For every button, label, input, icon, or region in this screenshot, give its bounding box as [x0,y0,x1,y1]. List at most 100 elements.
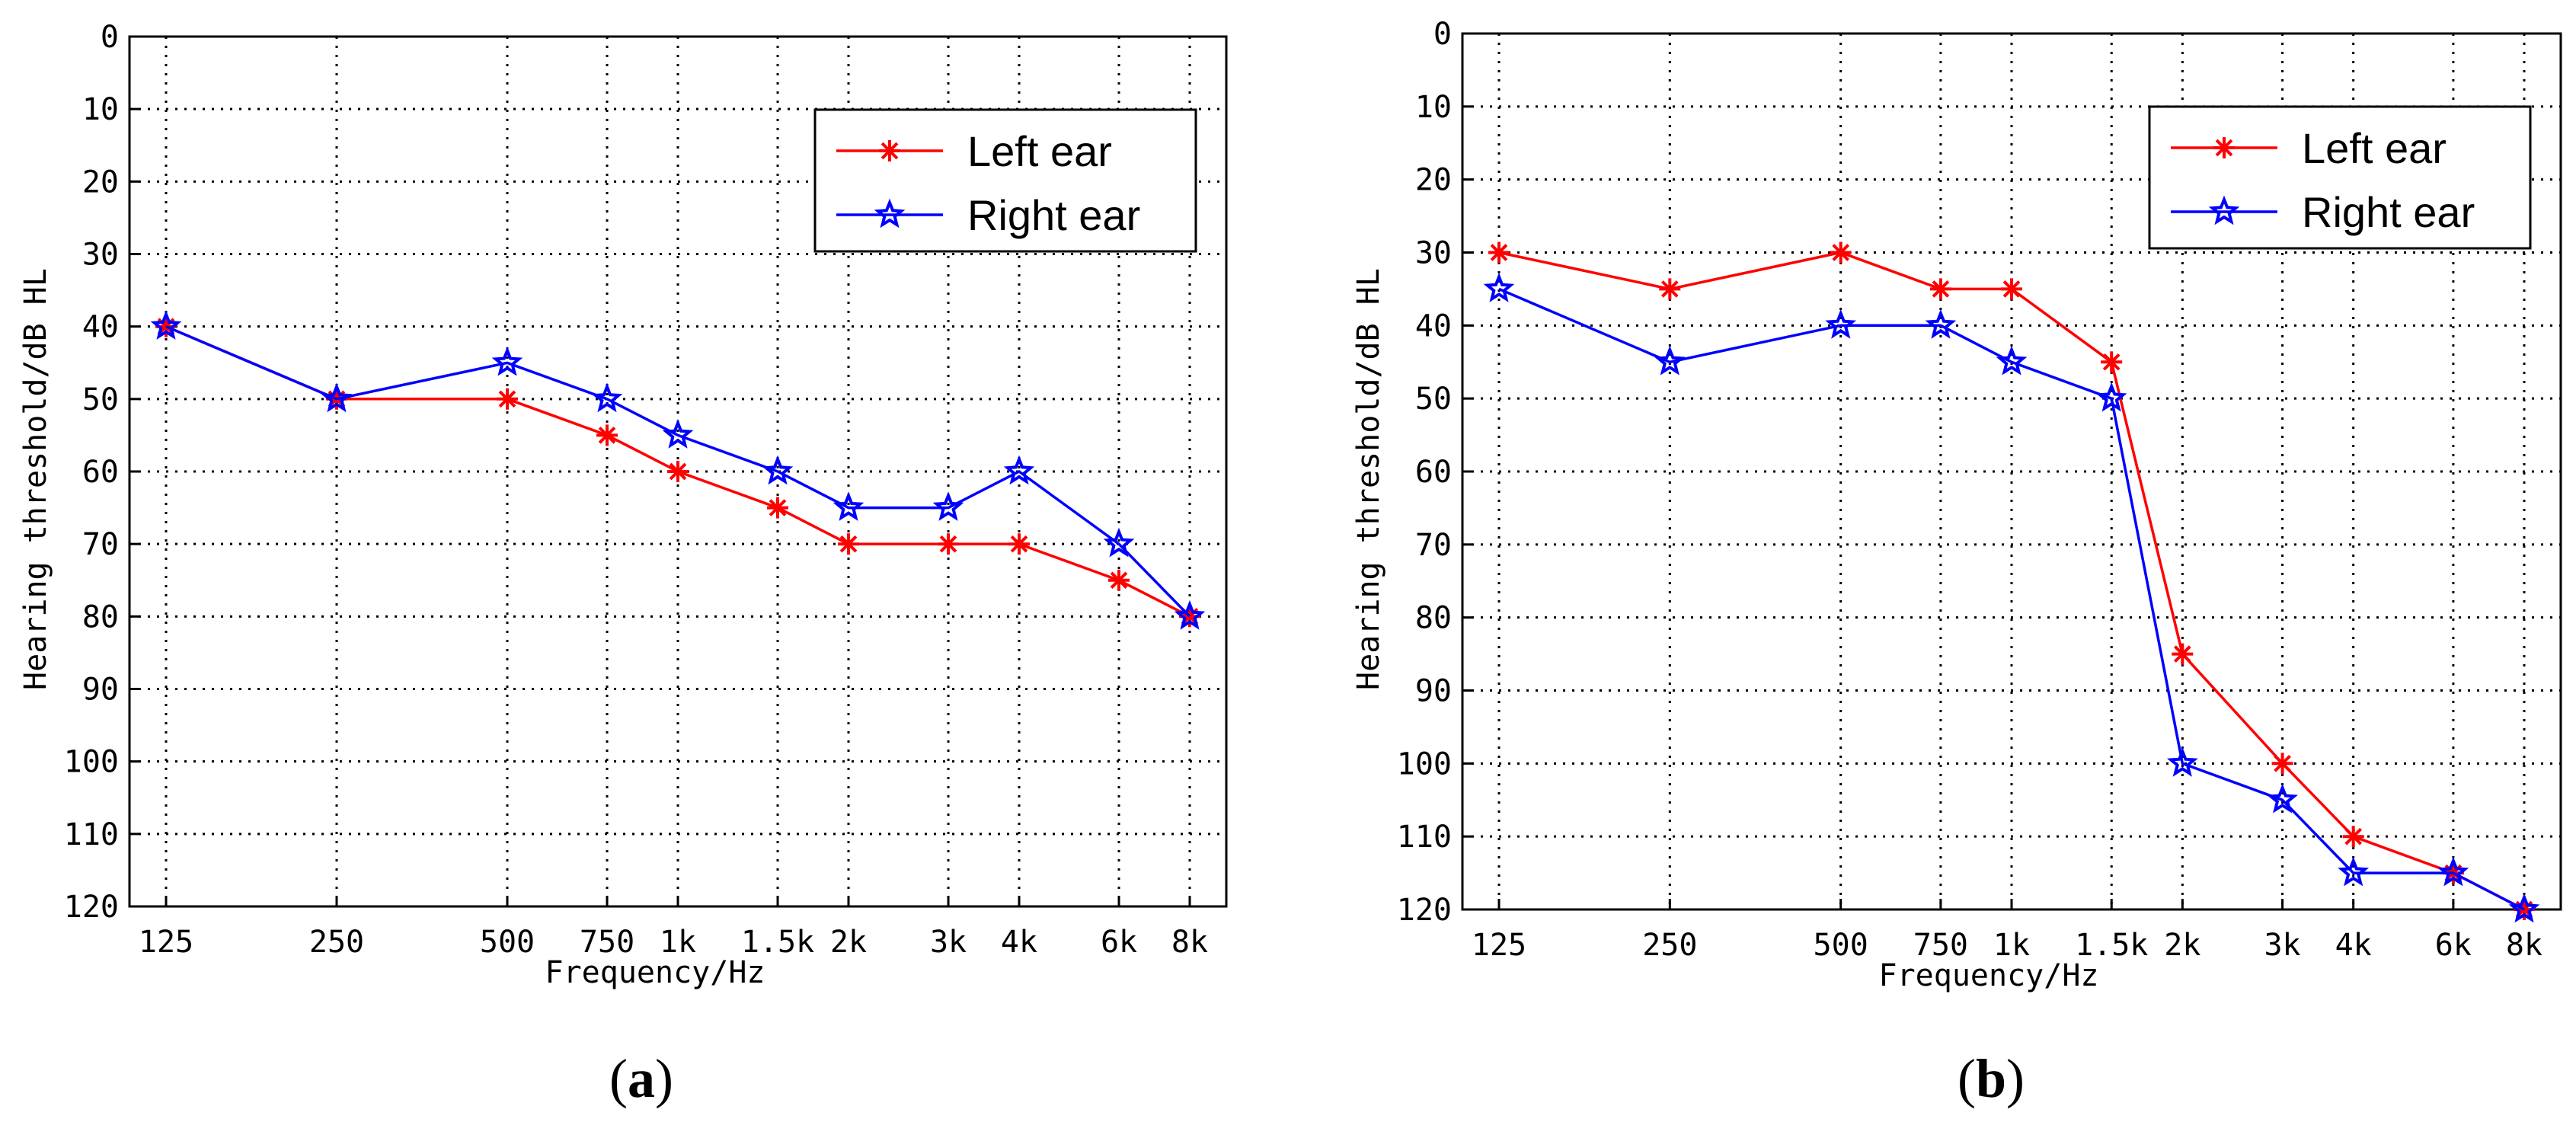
series-left-ear [1488,241,2535,920]
marker-stroke [1010,535,1028,553]
x-tick-label: 3k [2264,928,2300,963]
marker-stroke [2215,139,2233,157]
marker-stroke [1110,571,1128,590]
data-point [1108,569,1130,591]
y-tick-label: 90 [1415,674,1452,709]
legend-label: Right ear [2302,188,2475,236]
data-point [2001,278,2022,300]
x-tick-label: 250 [309,925,364,960]
marker-stroke [881,142,899,160]
panel-caption: (a) [609,1048,673,1109]
marker-stroke [839,535,858,553]
data-point [2437,856,2469,887]
marker-stroke [1932,280,1950,298]
data-point [2342,826,2364,848]
y-tick-label: 0 [1433,17,1452,52]
data-point [1174,599,1206,630]
y-tick-label: 110 [1397,820,1452,855]
x-tick-label: 2k [2164,928,2200,963]
y-tick-label: 100 [64,745,119,780]
data-point [2172,643,2194,665]
x-tick-label: 6k [2435,928,2472,963]
y-axis-label: Hearing threshold/dB HL [1351,268,1386,690]
data-point [767,497,788,519]
marker-stroke [2102,353,2121,371]
x-tick-label: 125 [139,925,193,960]
legend-label: Left ear [967,127,1112,175]
data-point [2508,893,2540,923]
legend: Left ear Right ear [813,108,1197,253]
caption-paren-close: ) [2006,1048,2025,1109]
legend-marker [2208,195,2240,225]
marker-stroke [1832,244,1850,261]
data-point [762,455,794,485]
x-tick-label: 1k [1993,928,2030,963]
data-point [667,461,689,482]
marker-stroke [2173,645,2191,663]
legend-label: Left ear [2302,124,2447,172]
x-tick-label: 3k [930,925,967,960]
y-tick-label: 80 [1415,601,1452,636]
y-tick-label: 70 [1415,528,1452,563]
data-point [2166,746,2198,777]
x-tick-label: 6k [1101,925,1137,960]
data-point [1008,533,1030,555]
data-point [2101,351,2123,373]
y-tick-label: 50 [82,382,119,417]
caption-paren-close: ) [655,1048,673,1109]
legend-marker [2213,137,2235,158]
caption-paren-open: ( [609,1048,628,1109]
data-point [591,382,623,413]
data-point [1483,272,1515,302]
series-right-ear [150,310,1206,630]
marker-stroke [769,499,787,516]
y-tick-label: 20 [1415,163,1452,198]
data-point [932,491,964,521]
marker-stroke [2274,754,2291,772]
x-tick-label: 250 [1642,928,1697,963]
data-point [1659,278,1681,300]
chart-panel-b: 0 10 20 30 40 50 60 70 80 90 100 110 120 125 250 500 750… [1351,17,2562,1109]
data-point [838,533,859,555]
x-axis-label: Frequency/Hz [545,955,765,990]
legend: Left ear Right ear [2148,105,2532,250]
y-tick-label: 0 [101,20,119,55]
data-point [2338,856,2370,887]
y-tick-label: 40 [1415,308,1452,344]
data-point [150,310,182,340]
caption-paren-open: ( [1958,1048,1976,1109]
y-axis-label: Hearing threshold/dB HL [18,268,53,690]
data-point [662,418,694,449]
data-point [1003,455,1035,485]
x-axis-label: Frequency/Hz [1879,958,2099,993]
data-point [833,491,865,521]
y-tick-label: 60 [82,455,119,490]
data-point [1830,241,1852,264]
data-point [1654,345,1686,376]
y-tick-label: 100 [1397,746,1452,782]
data-point [321,382,353,413]
marker-stroke [2344,827,2363,845]
y-tick-label: 120 [64,890,119,925]
data-point [1825,308,1857,339]
marker-stroke [939,535,957,553]
data-point [497,388,518,410]
y-tick-label: 20 [82,165,119,200]
data-point [1925,308,1957,339]
marker-stroke [1490,244,1508,261]
data-point [938,533,959,555]
marker-stroke [669,462,687,481]
y-tick-label: 30 [1415,236,1452,271]
data-point [1929,278,1951,300]
x-tick-label: 4k [1001,925,1037,960]
caption-letter: b [1976,1048,2006,1109]
legend-marker [874,198,906,229]
data-point [1103,527,1135,558]
series-left-ear [155,315,1200,628]
y-tick-label: 40 [82,310,119,345]
x-tick-label: 125 [1472,928,1526,963]
marker-stroke [598,427,616,444]
x-tick-label: 1.5k [2075,928,2148,963]
data-point [1488,241,1510,264]
